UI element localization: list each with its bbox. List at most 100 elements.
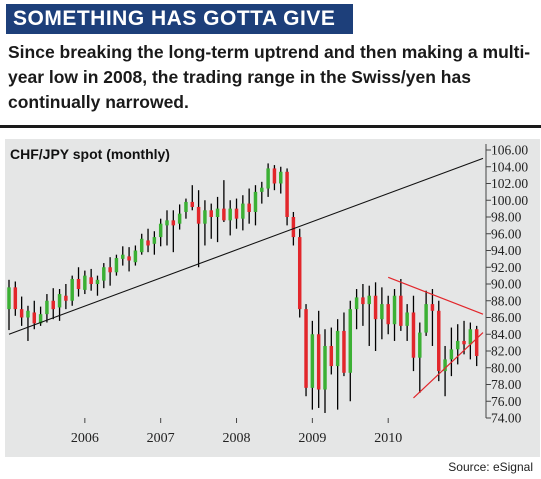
candle <box>45 294 49 323</box>
candle-body-up <box>139 238 144 253</box>
x-axis: 2006 2007 2008 2009 2010 <box>71 418 402 446</box>
candle-body-down <box>291 217 296 238</box>
candle <box>392 289 397 341</box>
candle-body-up <box>266 168 270 189</box>
candle-body-up <box>26 310 30 318</box>
candle <box>329 327 334 375</box>
candle <box>158 218 163 247</box>
y-tick-label: 80.00 <box>491 360 522 375</box>
candle <box>342 312 346 377</box>
candle-body-down <box>361 297 365 305</box>
y-tick-label: 90.00 <box>491 277 522 292</box>
y-tick-label: 74.00 <box>491 411 522 426</box>
candle-body-down <box>474 329 479 357</box>
candle <box>70 275 74 306</box>
candle <box>64 284 68 310</box>
candle <box>171 210 176 253</box>
candle-body-up <box>203 210 207 224</box>
candle <box>215 196 220 243</box>
candle <box>361 284 365 326</box>
candle <box>279 166 283 194</box>
y-tick-label: 106.00 <box>491 143 528 158</box>
chart-title: CHF/JPY spot (monthly) <box>10 146 170 162</box>
divider-rule <box>0 125 541 128</box>
candle <box>449 327 454 377</box>
candle-body-down <box>297 237 302 310</box>
candle <box>196 190 201 268</box>
triangle-line <box>387 276 484 315</box>
x-tick-label: 2007 <box>147 431 175 446</box>
candle <box>13 281 18 316</box>
candle <box>310 320 315 410</box>
candle-body-down <box>108 267 112 273</box>
candle <box>354 289 359 330</box>
candle-body-up <box>241 203 245 219</box>
candle <box>335 319 340 410</box>
candle-body-down <box>19 309 24 318</box>
intro-paragraph: Since breaking the long-term uptrend and… <box>8 42 531 112</box>
candle <box>399 278 403 331</box>
candle <box>455 324 460 365</box>
candle <box>234 198 239 229</box>
candle-body-up <box>424 304 428 333</box>
candle <box>418 322 422 393</box>
candle <box>95 275 100 296</box>
candle <box>247 188 251 224</box>
candle <box>184 198 188 219</box>
candle <box>367 285 371 346</box>
candle-body-down <box>329 345 334 367</box>
candle <box>285 168 289 226</box>
candle-body-up <box>310 334 315 388</box>
candle-body-down <box>190 201 195 207</box>
candle <box>260 181 264 204</box>
candle <box>209 203 213 239</box>
candle-body-down <box>304 309 308 388</box>
candle-body-down <box>51 300 55 310</box>
candle-body-up <box>253 191 258 212</box>
candle <box>190 185 195 211</box>
candle <box>272 165 277 191</box>
y-tick-label: 92.00 <box>491 260 522 275</box>
candle <box>83 270 87 295</box>
x-tick-label: 2010 <box>374 431 402 446</box>
y-tick-label: 100.00 <box>491 193 528 208</box>
candle-body-down <box>247 203 251 212</box>
candle <box>177 204 182 230</box>
candle-body-up <box>152 237 157 244</box>
candle-body-up <box>57 294 62 308</box>
candle <box>297 228 302 318</box>
candle <box>203 200 207 246</box>
candle-body-down <box>13 287 18 310</box>
candle-body-down <box>430 304 435 311</box>
candle <box>437 300 441 382</box>
candle-body-down <box>209 210 213 217</box>
y-tick-label: 98.00 <box>491 210 522 225</box>
candle-body-up <box>354 297 359 310</box>
candle-body-down <box>32 312 37 324</box>
candle <box>304 304 308 397</box>
y-tick-label: 88.00 <box>491 293 522 308</box>
candle <box>133 245 138 266</box>
candle <box>373 282 378 351</box>
candle <box>76 267 81 297</box>
candle-body-up <box>114 258 119 273</box>
y-tick-label: 84.00 <box>491 327 522 342</box>
candle-body-up <box>392 295 397 325</box>
candle-body-down <box>127 256 131 261</box>
candle <box>114 254 119 276</box>
headline-text: SOMETHING HAS GOTTA GIVE <box>13 7 336 30</box>
candle-body-down <box>411 312 416 358</box>
candle <box>430 289 435 346</box>
candle-body-down <box>437 310 441 372</box>
candle <box>127 247 131 272</box>
candle <box>108 257 112 286</box>
candle-body-down <box>462 340 466 345</box>
candle-body-up <box>380 304 384 320</box>
headline-banner: SOMETHING HAS GOTTA GIVE <box>6 4 353 34</box>
candle-body-up <box>177 213 182 224</box>
candle-body-up <box>184 201 188 212</box>
candle-body-down <box>373 295 378 320</box>
candle-body-up <box>95 279 100 284</box>
candle-body-down <box>386 304 390 325</box>
